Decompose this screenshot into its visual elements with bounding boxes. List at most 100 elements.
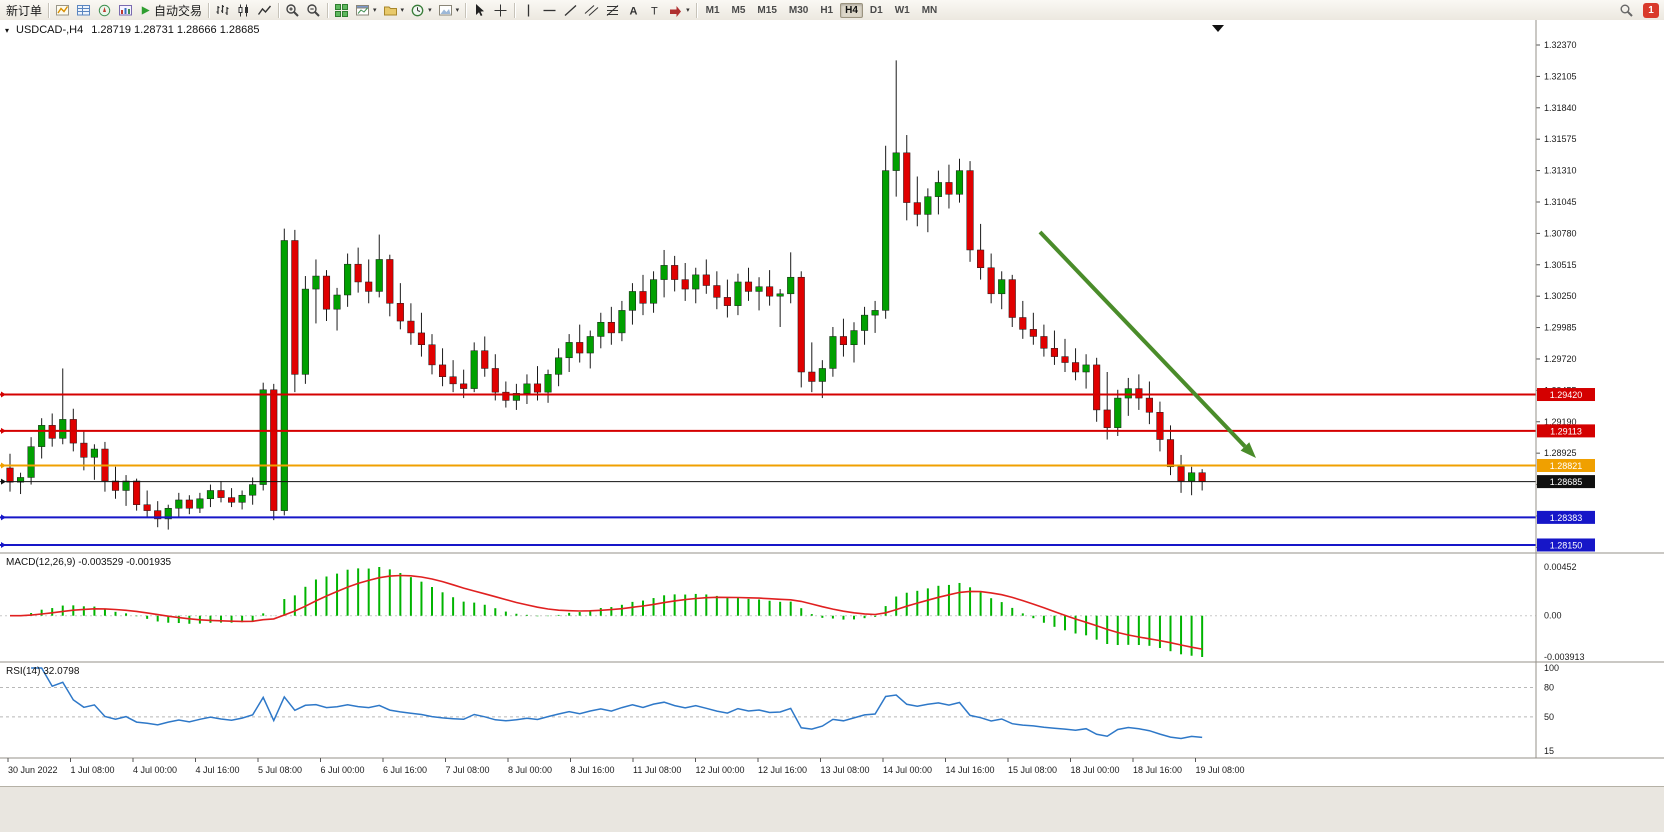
candle [544,374,552,393]
candle [934,182,942,197]
autotrading-label: 自动交易 [154,3,203,18]
timeframe-m30-button[interactable]: M30 [788,4,809,16]
autotrading-button[interactable]: 自动交易 [136,1,205,19]
svg-text:7 Jul 08:00: 7 Jul 08:00 [446,765,490,775]
candle [755,286,763,292]
horizontal-line-tool-button[interactable] [539,1,560,19]
label-tool-button[interactable]: T [644,1,665,19]
svg-text:12 Jul 16:00: 12 Jul 16:00 [758,765,807,775]
new-chart-button[interactable] [52,1,73,19]
timeframe-m15-button[interactable]: M15 [757,4,777,16]
zoom-out-button[interactable] [303,1,324,19]
chart-title: USDCAD-,H4 1.28719 1.28731 1.28666 1.2868… [16,24,259,36]
candle [175,499,183,509]
candle [1145,397,1153,413]
periods-dropdown[interactable]: ▾ [407,1,435,19]
chart-menu-icon[interactable]: ▾ [5,26,10,35]
timeframe-m5-button[interactable]: M5 [731,4,746,16]
hline-1.29113[interactable]: 1.29113 [0,424,1595,438]
candle [333,294,341,310]
timeframe-h1-button[interactable]: H1 [820,4,834,16]
candle [280,240,288,511]
navigator-button[interactable] [94,1,115,19]
market-watch-button[interactable] [73,1,94,19]
candle [1114,397,1122,428]
candle [449,376,457,385]
svg-text:1.29420: 1.29420 [1550,390,1583,400]
candle [17,477,25,483]
macd-signal-line [10,574,1203,650]
candle [344,263,352,296]
trend-arrow[interactable] [1038,230,1256,458]
candle [565,342,573,359]
candle [196,498,204,509]
trendline-tool-button[interactable] [560,1,581,19]
cursor-tool-button[interactable] [469,1,490,19]
macd-values: -0.003529 -0.001935 [78,557,172,568]
hline-1.28685[interactable]: 1.28685 [0,475,1595,489]
new-chart-dropdown[interactable]: ▾ [352,1,380,19]
candle [924,196,932,215]
svg-text:5 Jul 08:00: 5 Jul 08:00 [258,765,302,775]
svg-text:1.29720: 1.29720 [1544,354,1577,364]
svg-text:100: 100 [1544,663,1559,673]
search-button[interactable] [1616,1,1637,19]
templates-dropdown[interactable]: ▾ [435,1,463,19]
new-order-button[interactable]: 新订单 [3,1,45,19]
candle [1124,388,1132,399]
chevron-down-icon: ▾ [428,7,432,14]
line-chart-button[interactable] [254,1,275,19]
candle [797,276,805,373]
notification-badge[interactable]: 1 [1643,2,1659,18]
svg-text:80: 80 [1544,683,1554,693]
chart-shift-marker[interactable] [1212,25,1224,32]
timeframe-h4-button[interactable]: H4 [840,2,863,18]
candle [576,342,584,354]
toolbar-separator [514,2,516,18]
candle [702,274,710,286]
timeframe-d1-button[interactable]: D1 [869,4,883,16]
profiles-dropdown[interactable]: ▾ [380,1,408,19]
candle [59,419,67,439]
search-icon [1620,4,1633,17]
vertical-line-tool-button[interactable] [518,1,539,19]
hline-1.28150[interactable]: 1.28150 [0,538,1595,552]
cursor-icon [476,3,485,16]
time-axis[interactable]: 30 Jun 2022 1 Jul 08:00 4 Jul 00:00 4 Jul 1… [7,758,1245,775]
chart-canvas[interactable]: 1.32370 1.32105 1.31840 1.31575 1.31310 1.310… [0,20,1664,786]
zoom-out-icon [307,3,320,17]
arrows-dropdown[interactable]: ▾ [665,1,693,19]
indicators-button[interactable] [331,1,352,19]
timeframe-mn-button[interactable]: MN [921,4,938,16]
text-tool-button[interactable]: A [623,1,644,19]
candle [270,389,278,511]
terminal-button[interactable] [115,1,136,19]
rsi-line [31,667,1203,740]
hline-1.28383[interactable]: 1.28383 [0,510,1595,524]
macd-indicator-label: MACD(12,26,9) -0.003529 -0.001935 [6,557,171,568]
zoom-in-button[interactable] [282,1,303,19]
candlestick-series [6,60,1206,530]
crosshair-tool-button[interactable] [490,1,511,19]
channel-tool-button[interactable] [581,1,602,19]
candle [977,249,985,268]
timeframe-w1-button[interactable]: W1 [894,4,910,16]
text-icon: A [630,5,638,17]
candle [491,368,499,393]
hline-1.29420[interactable]: 1.29420 [0,388,1595,402]
hline-1.28821[interactable]: 1.28821 [0,458,1595,472]
svg-text:50: 50 [1544,712,1554,722]
candle [776,293,784,297]
bar-chart-button[interactable] [212,1,233,19]
candle [365,281,373,292]
candlestick-chart-button[interactable] [233,1,254,19]
candle [206,490,214,500]
candle [523,383,531,394]
fibonacci-tool-button[interactable] [602,1,623,19]
svg-text:1.31045: 1.31045 [1544,197,1577,207]
candle [238,494,246,503]
candle [850,330,858,346]
timeframe-m1-button[interactable]: M1 [705,4,720,16]
horizontal-line-icon [543,9,556,11]
chart-ohlc-values: 1.28719 1.28731 1.28666 1.28685 [91,24,260,36]
